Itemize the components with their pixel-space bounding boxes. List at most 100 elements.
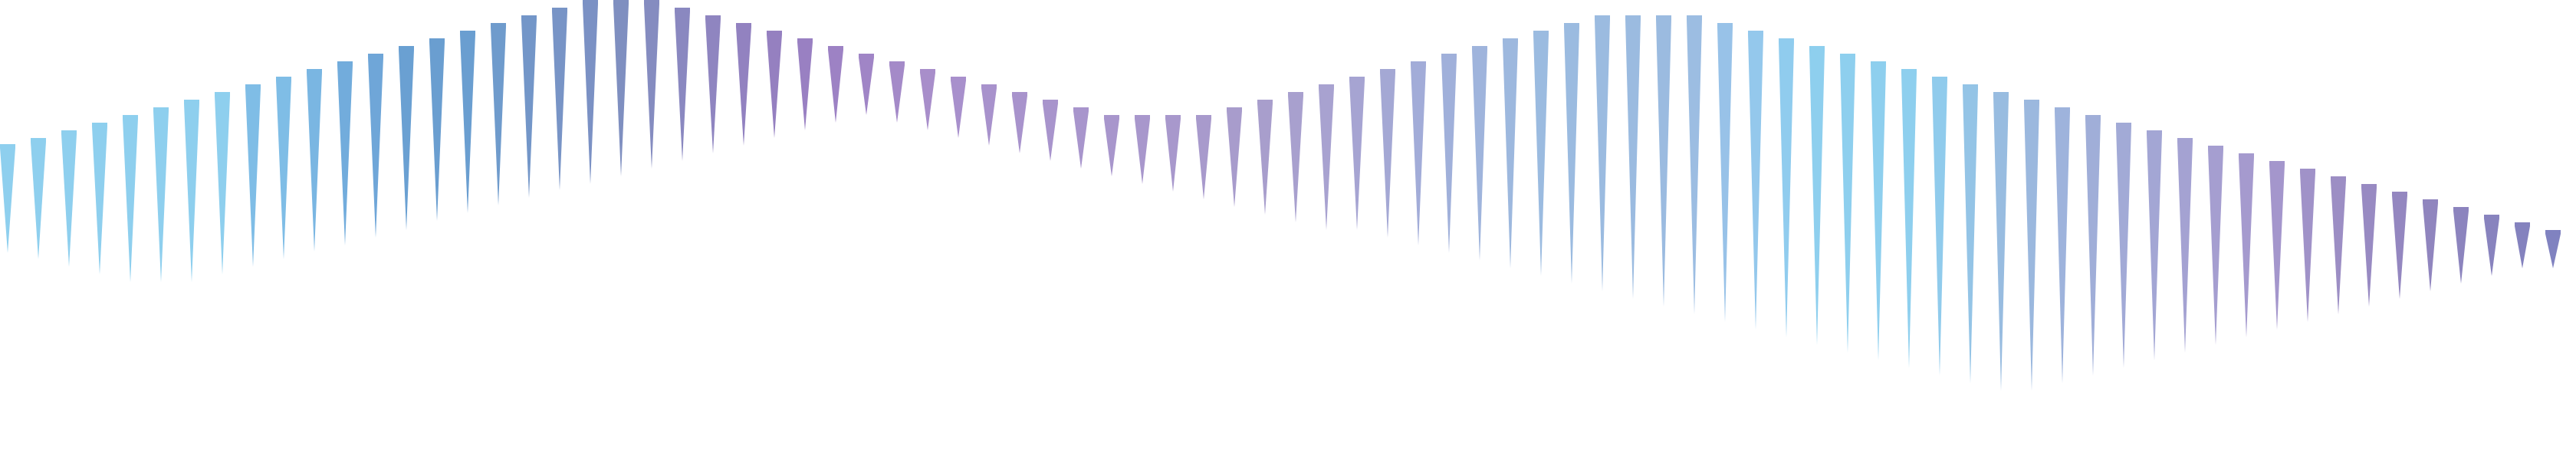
bar-taper bbox=[1441, 58, 1457, 253]
bar-taper bbox=[1135, 119, 1150, 184]
bar-cap bbox=[123, 115, 138, 119]
bar-taper bbox=[153, 111, 169, 282]
bar-taper bbox=[2423, 203, 2438, 291]
bar-cap bbox=[61, 130, 77, 134]
bar-cap bbox=[460, 31, 475, 34]
bar-taper bbox=[1963, 88, 1978, 383]
bar-cap bbox=[736, 23, 751, 27]
bar-taper bbox=[1380, 73, 1395, 238]
bar-taper bbox=[215, 96, 230, 274]
bar-taper bbox=[828, 50, 843, 123]
bar-cap bbox=[552, 8, 567, 12]
bar-cap bbox=[31, 138, 46, 142]
bar-cap bbox=[2515, 222, 2530, 226]
bar-taper bbox=[1840, 58, 1855, 353]
bar-cap bbox=[491, 23, 506, 27]
bar-taper bbox=[2177, 142, 2193, 353]
bar-cap bbox=[184, 100, 199, 104]
bar-taper bbox=[1288, 96, 1303, 222]
bar-taper bbox=[951, 80, 966, 138]
bar-taper bbox=[1901, 73, 1917, 368]
bar-taper bbox=[552, 12, 567, 190]
bar-taper bbox=[644, 4, 659, 169]
bar-taper bbox=[2545, 234, 2561, 268]
bar-taper bbox=[1073, 111, 1089, 169]
bar-taper bbox=[1257, 104, 1273, 215]
bar-cap bbox=[307, 69, 322, 73]
bar-taper bbox=[1227, 111, 1242, 207]
bar-taper bbox=[1625, 19, 1641, 299]
bar-cap bbox=[276, 77, 291, 80]
bar-cap bbox=[1503, 38, 1518, 42]
bar-cap bbox=[1533, 31, 1549, 34]
bar-cap bbox=[245, 84, 261, 88]
bar-taper bbox=[1932, 80, 1947, 376]
bar-taper bbox=[1165, 119, 1181, 192]
bar-cap bbox=[2269, 161, 2285, 165]
bar-taper bbox=[1687, 19, 1702, 314]
bar-taper bbox=[1012, 96, 1027, 153]
bar-taper bbox=[1411, 65, 1426, 245]
bar-taper bbox=[2116, 127, 2131, 368]
bar-taper bbox=[2055, 111, 2070, 383]
bar-cap bbox=[797, 38, 813, 42]
bar-taper bbox=[1595, 19, 1610, 291]
bar-taper bbox=[2484, 219, 2499, 276]
bar-taper bbox=[2269, 165, 2285, 330]
bar-cap bbox=[1993, 92, 2009, 96]
bar-cap bbox=[1656, 15, 1671, 19]
bar-marks bbox=[0, 0, 2561, 391]
bar-cap bbox=[1165, 115, 1181, 119]
bar-taper bbox=[337, 65, 353, 245]
bar-cap bbox=[1073, 107, 1089, 111]
bar-cap bbox=[2484, 215, 2499, 219]
bar-cap bbox=[705, 15, 721, 19]
bar-cap bbox=[583, 0, 598, 4]
bar-cap bbox=[1779, 38, 1794, 42]
bar-taper bbox=[521, 19, 537, 198]
bar-cap bbox=[399, 46, 414, 50]
bar-cap bbox=[675, 8, 690, 12]
bar-cap bbox=[767, 31, 782, 34]
bar-cap bbox=[1012, 92, 1027, 96]
bar-cap bbox=[1963, 84, 1978, 88]
bar-cap bbox=[2085, 115, 2101, 119]
bar-cap bbox=[2300, 169, 2315, 172]
bar-cap bbox=[1319, 84, 1334, 88]
bar-taper bbox=[889, 65, 905, 123]
bar-taper bbox=[1196, 119, 1211, 199]
bar-cap bbox=[920, 69, 935, 73]
bar-cap bbox=[951, 77, 966, 80]
bar-taper bbox=[276, 80, 291, 259]
bar-taper bbox=[2392, 196, 2407, 299]
bar-cap bbox=[1104, 115, 1119, 119]
bar-taper bbox=[1043, 104, 1058, 161]
bar-cap bbox=[1564, 23, 1579, 27]
bar-taper bbox=[245, 88, 261, 267]
bar-taper bbox=[736, 27, 751, 146]
bar-cap bbox=[521, 15, 537, 19]
bar-cap bbox=[2453, 207, 2469, 211]
bar-cap bbox=[0, 144, 15, 148]
bar-cap bbox=[828, 46, 843, 50]
bar-taper bbox=[491, 27, 506, 205]
bar-taper bbox=[675, 12, 690, 161]
bar-cap bbox=[1380, 69, 1395, 73]
bar-cap bbox=[1717, 23, 1733, 27]
bar-taper bbox=[399, 50, 414, 230]
bar-cap bbox=[1687, 15, 1702, 19]
bar-cap bbox=[1227, 107, 1242, 111]
bar-taper bbox=[368, 58, 383, 238]
bar-cap bbox=[1472, 46, 1487, 50]
bar-cap bbox=[2361, 184, 2377, 188]
bar-cap bbox=[1595, 15, 1610, 19]
bar-taper bbox=[1748, 34, 1763, 330]
bar-taper bbox=[92, 127, 107, 274]
bar-cap bbox=[2545, 230, 2561, 234]
bar-taper bbox=[705, 19, 721, 153]
bar-cap bbox=[1871, 61, 1886, 65]
bar-cap bbox=[1625, 15, 1641, 19]
bar-taper bbox=[1871, 65, 1886, 360]
bar-cap bbox=[2423, 199, 2438, 203]
bar-taper bbox=[1104, 119, 1119, 176]
